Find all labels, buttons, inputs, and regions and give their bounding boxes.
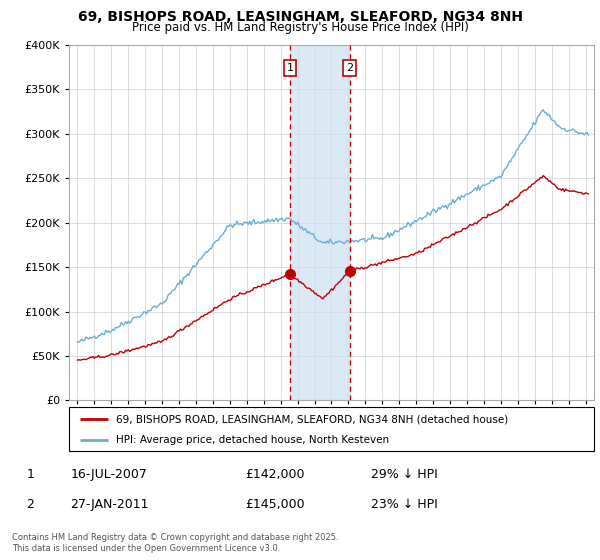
Text: HPI: Average price, detached house, North Kesteven: HPI: Average price, detached house, Nort… bbox=[116, 435, 389, 445]
Text: Contains HM Land Registry data © Crown copyright and database right 2025.
This d: Contains HM Land Registry data © Crown c… bbox=[12, 533, 338, 553]
Text: £142,000: £142,000 bbox=[245, 468, 304, 481]
Text: 69, BISHOPS ROAD, LEASINGHAM, SLEAFORD, NG34 8NH (detached house): 69, BISHOPS ROAD, LEASINGHAM, SLEAFORD, … bbox=[116, 414, 509, 424]
Text: 1: 1 bbox=[26, 468, 34, 481]
Text: 69, BISHOPS ROAD, LEASINGHAM, SLEAFORD, NG34 8NH: 69, BISHOPS ROAD, LEASINGHAM, SLEAFORD, … bbox=[77, 10, 523, 24]
Text: 29% ↓ HPI: 29% ↓ HPI bbox=[371, 468, 437, 481]
Text: Price paid vs. HM Land Registry's House Price Index (HPI): Price paid vs. HM Land Registry's House … bbox=[131, 21, 469, 34]
Text: 2: 2 bbox=[26, 498, 34, 511]
Text: 16-JUL-2007: 16-JUL-2007 bbox=[70, 468, 147, 481]
Text: 23% ↓ HPI: 23% ↓ HPI bbox=[371, 498, 437, 511]
Text: 2: 2 bbox=[346, 63, 353, 73]
Text: 1: 1 bbox=[286, 63, 293, 73]
Text: £145,000: £145,000 bbox=[245, 498, 304, 511]
Text: 27-JAN-2011: 27-JAN-2011 bbox=[70, 498, 149, 511]
Bar bbox=[290, 45, 350, 400]
